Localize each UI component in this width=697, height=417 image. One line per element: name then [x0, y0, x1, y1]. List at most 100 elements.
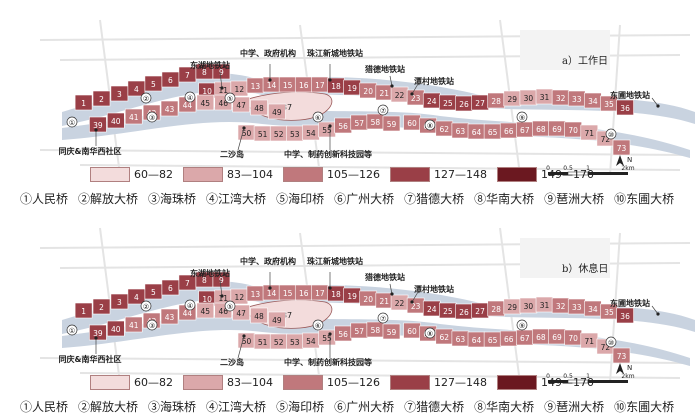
bridge-marker-label-4: ④: [187, 94, 193, 102]
legend-label: 149—170: [541, 168, 594, 181]
river-cell-label-47: 47: [236, 101, 246, 110]
legend-label: 149—170: [541, 376, 594, 389]
legend-label: 105—126: [327, 376, 380, 389]
panel-title: a）工作日: [562, 55, 608, 67]
annotation-leader-top6: [651, 305, 659, 315]
bridge-marker-label-2: ②: [143, 95, 149, 103]
annotation-leader-bot2: [237, 127, 245, 151]
river-cell-label-8: 8: [202, 68, 207, 77]
river-cell-label-47: 47: [236, 309, 246, 318]
river-cell-49: [268, 311, 286, 328]
annotation-leader-top4: [389, 283, 393, 295]
annotation-dot-top2: [328, 78, 332, 82]
river-cell-48: [250, 307, 268, 324]
basemap-block: [520, 238, 610, 278]
river-cell-label-28: 28: [491, 305, 501, 314]
river-cell-label-71: 71: [585, 337, 595, 346]
river-cell-45: [196, 302, 215, 319]
river-cell-label-21: 21: [380, 89, 390, 98]
river-cell-48: [250, 99, 268, 116]
river-cell-40: [107, 320, 125, 337]
bridge-marker-4: [184, 91, 196, 103]
river-cell-label-63: 63: [456, 335, 466, 344]
bridge-marker-label-4: ④: [187, 302, 193, 310]
river-cell-label-44: 44: [183, 309, 193, 318]
river-cell-label-11: 11: [218, 86, 228, 95]
annotation-dot-bot2: [242, 126, 246, 130]
river-cell-label-51: 51: [258, 338, 268, 347]
legend-restday: 60—82 83—104 105—126 127—148 149—170: [90, 375, 594, 390]
bridge-name-5: ⑤海印桥: [276, 192, 325, 206]
bridge-name-1: ①人民桥: [20, 192, 69, 206]
river-cell-label-35: 35: [604, 100, 614, 109]
river-cell-label-20: 20: [363, 295, 373, 304]
river-cell-label-52: 52: [274, 338, 284, 347]
annotation-top2: 珠江新城地铁站: [307, 256, 363, 266]
annotation-dot-top1: [268, 286, 272, 290]
river-cell-label-48: 48: [254, 312, 264, 321]
river-cell-label-55: 55: [322, 126, 332, 135]
legend-item-5: 149—170: [497, 375, 594, 390]
bridge-marker-label-5: ⑤: [227, 95, 233, 103]
bridge-name-6: ⑥广州大桥: [334, 192, 395, 206]
annotation-dot-top6: [656, 312, 660, 316]
north-arrow-icon: [616, 155, 624, 166]
annotation-top6: 东圃地铁站: [610, 298, 650, 308]
annotation-bot1: 同庆&南华西社区: [59, 354, 122, 364]
bridge-marker-9: [516, 319, 528, 331]
river-cell-label-34: 34: [588, 305, 598, 314]
river-cell-label-13: 13: [251, 290, 261, 299]
annotation-top3: 东湖地铁站: [190, 60, 230, 70]
annotation-dot-bot3: [328, 332, 332, 336]
river-cell-43: [160, 100, 179, 117]
annotation-bot2: 二沙岛: [220, 149, 244, 159]
river-cell-label-19: 19: [347, 84, 357, 93]
river-cell-label-17: 17: [315, 81, 325, 90]
legend-item-5: 149—170: [497, 167, 594, 182]
annotation-top1: 中学、政府机构: [240, 48, 296, 58]
river-cell-label-10: 10: [202, 87, 212, 96]
bridge-name-7: ⑦猎德大桥: [404, 400, 465, 414]
river-cell-label-12: 12: [235, 85, 245, 94]
river-cell-9: [212, 271, 231, 288]
river-cell-2: [92, 298, 111, 315]
legend-item-2: 83—104: [183, 375, 273, 390]
annotation-dot-top4: [390, 292, 394, 296]
river-cell-label-49: 49: [272, 316, 282, 325]
river-cell-label-30: 30: [524, 302, 534, 311]
river-cell-label-69: 69: [552, 333, 562, 342]
river-cell-label-15: 15: [283, 289, 293, 298]
river-cell-label-53: 53: [290, 338, 300, 347]
annotation-dot-bot3: [328, 124, 332, 128]
annotation-dot-bot1: [94, 128, 98, 132]
river-cell-label-39: 39: [93, 329, 103, 338]
river-cell-label-66: 66: [504, 335, 514, 344]
scale-tick-label: 0: [546, 165, 550, 172]
river-cell-label-72: 72: [601, 135, 611, 144]
bridge-list-restday: ①人民桥 ②解放大桥 ③海珠桥 ④江湾大桥 ⑤海印桥 ⑥广州大桥 ⑦猎德大桥 ⑧华南大桥 ⑨琶洲…: [20, 398, 684, 415]
river-cell-label-6: 6: [168, 76, 173, 85]
river-cell-label-45: 45: [201, 307, 211, 316]
river-cell-40: [107, 112, 125, 129]
river-cell-label-51: 51: [258, 130, 268, 139]
river-cell-43: [160, 308, 179, 325]
scale-tick-label: 1: [586, 373, 590, 380]
river-cell-label-49: 49: [272, 108, 282, 117]
river-cell-1: [74, 94, 93, 111]
river-cell-label-27: 27: [475, 99, 485, 108]
river-cell-label-24: 24: [427, 97, 437, 106]
river-cell-label-65: 65: [488, 336, 498, 345]
river-cell-label-53: 53: [290, 130, 300, 139]
river-cell-label-22: 22: [395, 91, 405, 100]
river-cell-1: [74, 302, 93, 319]
bridge-marker-label-7: ⑦: [380, 107, 386, 115]
annotation-leader-top3: [219, 279, 223, 297]
river-cell-label-36: 36: [620, 312, 630, 321]
legend-label: 83—104: [227, 376, 273, 389]
scale-tick-label: 0: [546, 373, 550, 380]
annotation-dot-bot1: [94, 336, 98, 340]
bridge-marker-10: [605, 336, 617, 348]
river-cell-label-11: 11: [218, 294, 228, 303]
bridge-marker-8: [424, 327, 436, 339]
bridge-name-10: ⑩东圃大桥: [614, 192, 675, 206]
